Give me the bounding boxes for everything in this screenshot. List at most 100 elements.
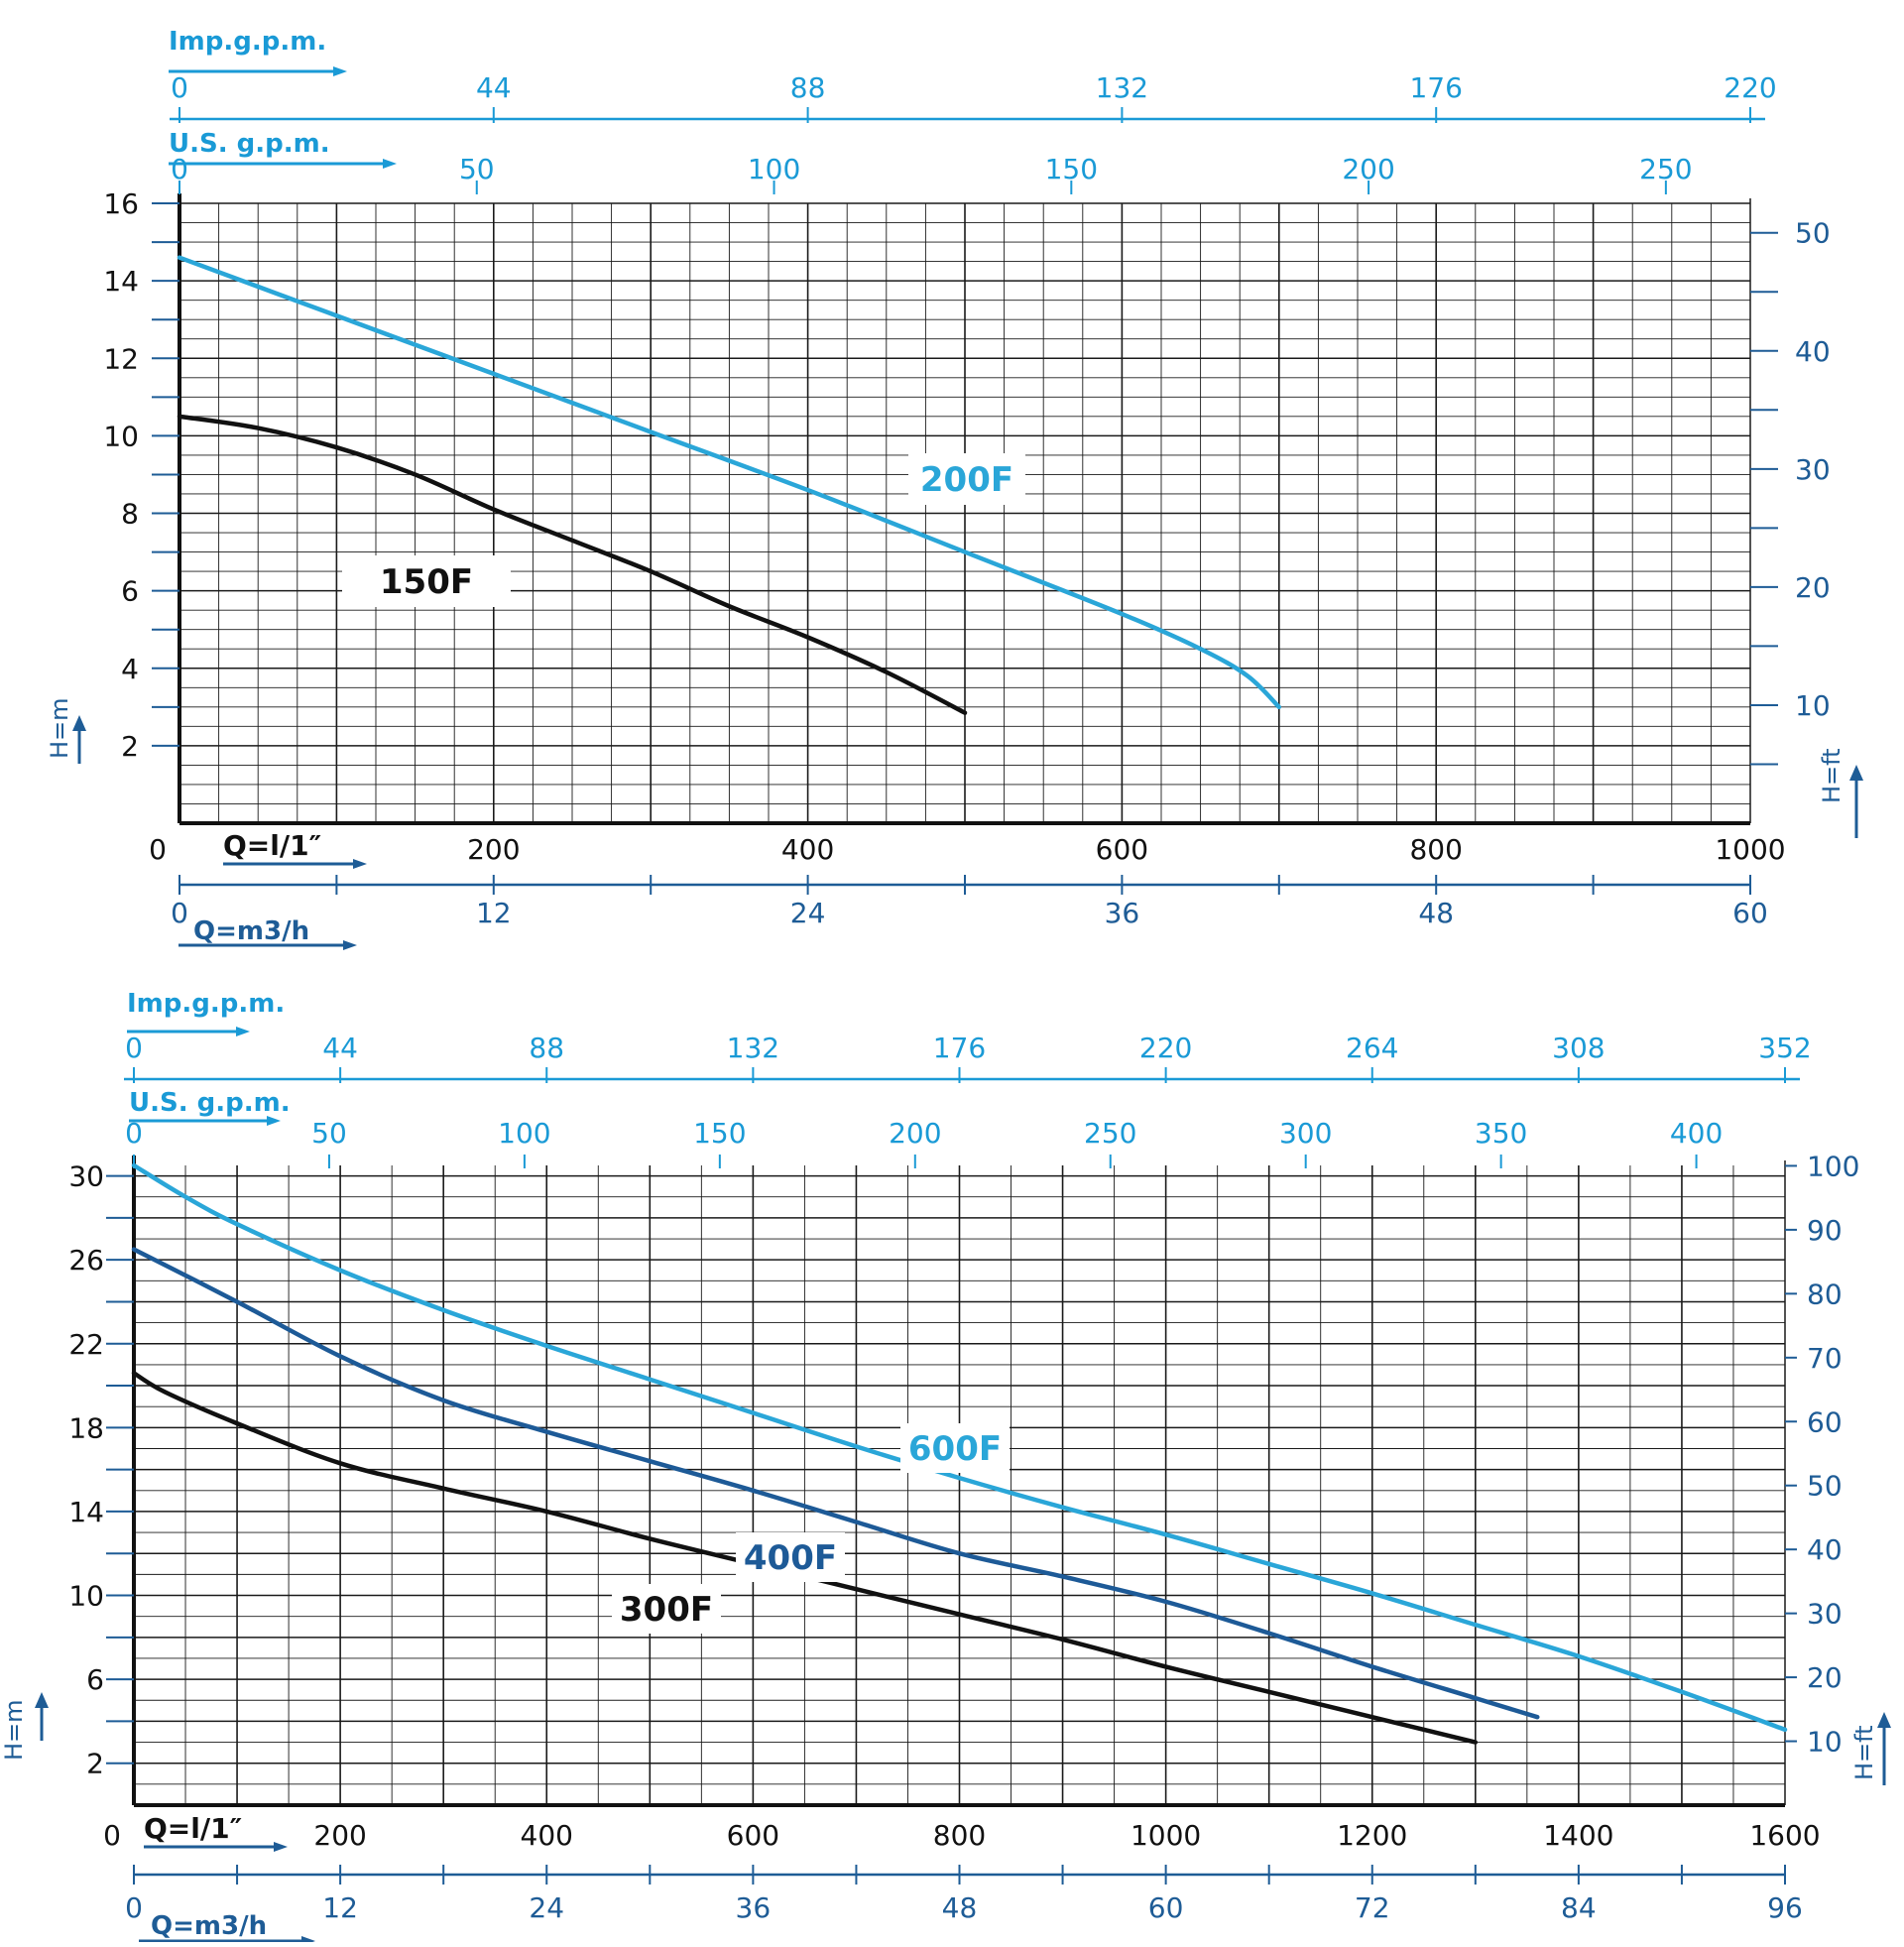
y-tick-label: 26 (68, 1244, 104, 1277)
imp-axis-arrow-head (236, 1027, 250, 1036)
y-tick-label: 4 (121, 653, 139, 685)
x-axis-label: Q=l/1″ (144, 1812, 242, 1845)
x-tick-label: 0 (149, 833, 167, 866)
ft-tick-label: 10 (1807, 1726, 1843, 1759)
y-tick-label: 14 (68, 1496, 104, 1528)
y-tick-label: 12 (103, 342, 139, 375)
m3h-tick-label: 60 (1148, 1891, 1184, 1924)
curve-label-300F: 300F (620, 1590, 713, 1630)
y-tick-label: 18 (68, 1411, 104, 1444)
us-tick-label: 250 (1084, 1117, 1136, 1150)
imp-axis-label: Imp.g.p.m. (169, 27, 326, 57)
plot-grid (134, 1160, 1785, 1805)
x-tick-label: 600 (727, 1819, 779, 1852)
imp-tick-label: 308 (1552, 1032, 1605, 1064)
imp-tick-label: 132 (727, 1032, 779, 1064)
x-tick-label: 1200 (1337, 1819, 1407, 1852)
ft-tick-label: 100 (1807, 1150, 1859, 1182)
y-tick-label: 10 (103, 420, 139, 452)
m3h-tick-label: 12 (476, 897, 512, 929)
us-tick-label: 250 (1639, 153, 1692, 185)
curve-400F (134, 1250, 1537, 1718)
x-tick-label: 800 (933, 1819, 986, 1852)
plot-grid (179, 198, 1750, 823)
x-tick-label: 1000 (1130, 1819, 1201, 1852)
us-axis-arrow-head (383, 159, 397, 169)
curve-label-200F: 200F (920, 460, 1013, 500)
ft-tick-label: 20 (1807, 1661, 1843, 1694)
us-tick-label: 400 (1670, 1117, 1723, 1150)
y-tick-label: 16 (103, 187, 139, 220)
imp-tick-label: 176 (1409, 71, 1462, 104)
x-tick-label: 800 (1409, 833, 1462, 866)
y-axis-label-group: H=m (0, 1699, 28, 1761)
y-tick-label: 14 (103, 265, 139, 298)
us-tick-label: 100 (498, 1117, 550, 1150)
y-tick-label: 6 (86, 1663, 104, 1696)
ft-arrow-head (1849, 765, 1863, 781)
curve-label-400F: 400F (744, 1538, 837, 1578)
m3h-axis-label: Q=m3/h (151, 1911, 267, 1941)
m3h-tick-label: 0 (125, 1891, 143, 1924)
x-tick-label: 1600 (1749, 1819, 1820, 1852)
ft-tick-label: 30 (1807, 1598, 1843, 1631)
imp-tick-label: 264 (1346, 1032, 1398, 1064)
y-arrow-head (72, 715, 86, 731)
x-tick-label: 400 (781, 833, 834, 866)
ft-tick-label: 20 (1795, 571, 1831, 604)
m3h-tick-label: 24 (529, 1891, 564, 1924)
us-axis-label: U.S. g.p.m. (169, 129, 330, 159)
ft-axis-label: H=ft (1850, 1725, 1878, 1780)
us-tick-label: 200 (1342, 153, 1394, 185)
m3h-tick-label: 24 (790, 897, 826, 929)
curve-label-150F: 150F (380, 562, 473, 602)
y-axis-label: H=m (46, 697, 73, 759)
x-tick-label: 200 (467, 833, 520, 866)
ft-tick-label: 40 (1807, 1533, 1843, 1566)
us-tick-label: 50 (459, 153, 495, 185)
m3h-axis-label: Q=m3/h (193, 916, 309, 946)
x-tick-label: 400 (521, 1819, 573, 1852)
x-axis-label: Q=l/1″ (223, 829, 321, 862)
imp-axis-arrow-head (333, 66, 347, 76)
ft-tick-label: 30 (1795, 453, 1831, 486)
imp-axis-label: Imp.g.p.m. (127, 989, 285, 1019)
us-tick-label: 50 (311, 1117, 347, 1150)
imp-tick-label: 88 (529, 1032, 564, 1064)
imp-tick-label: 0 (125, 1032, 143, 1064)
m3h-tick-label: 72 (1355, 1891, 1390, 1924)
us-tick-label: 150 (693, 1117, 746, 1150)
y-axis-label-group: H=m (46, 697, 73, 759)
m3h-tick-label: 12 (322, 1891, 358, 1924)
ft-tick-label: 10 (1795, 689, 1831, 722)
x-tick-label: 1000 (1715, 833, 1785, 866)
y-tick-label: 10 (68, 1580, 104, 1613)
x-tick-label: 0 (103, 1819, 121, 1852)
us-tick-label: 100 (748, 153, 800, 185)
imp-tick-label: 220 (1139, 1032, 1192, 1064)
y-axis-label: H=m (0, 1699, 28, 1761)
m3h-axis-arrow-head (301, 1936, 315, 1942)
ft-tick-label: 70 (1807, 1342, 1843, 1375)
imp-tick-label: 0 (171, 71, 188, 104)
x-tick-label: 600 (1096, 833, 1148, 866)
y-tick-label: 8 (121, 498, 139, 531)
m3h-tick-label: 36 (736, 1891, 772, 1924)
y-tick-label: 6 (121, 575, 139, 608)
m3h-tick-label: 0 (171, 897, 188, 929)
m3h-tick-label: 48 (942, 1891, 978, 1924)
ft-tick-label: 50 (1807, 1470, 1843, 1503)
imp-tick-label: 352 (1758, 1032, 1811, 1064)
us-tick-label: 200 (889, 1117, 941, 1150)
y-arrow-head (35, 1692, 49, 1708)
x-axis-arrow-head (353, 859, 367, 869)
